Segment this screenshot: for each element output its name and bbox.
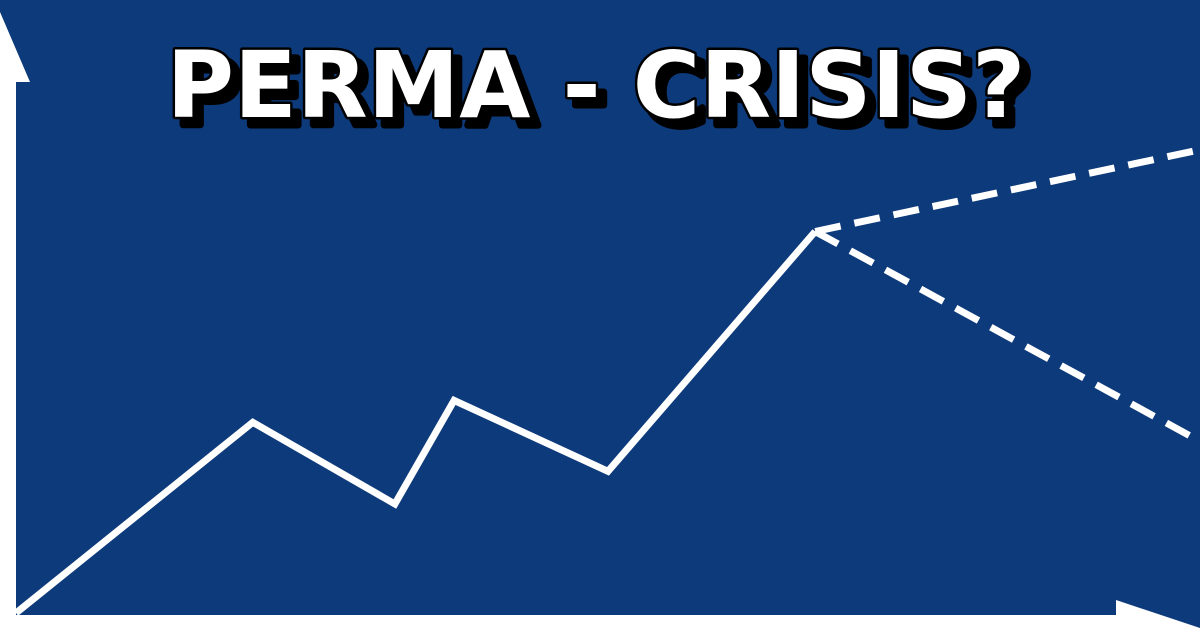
series-layer bbox=[13, 146, 1200, 616]
chart-title-group: PERMA - CRISIS? PERMA - CRISIS? bbox=[164, 30, 1037, 151]
y-axis bbox=[0, 78, 16, 628]
x-axis bbox=[0, 615, 1120, 628]
series-line-dashed-1 bbox=[814, 146, 1200, 235]
x-axis-arrowhead bbox=[1116, 600, 1200, 628]
axes bbox=[0, 12, 1200, 628]
chart-title-shadow: PERMA - CRISIS? bbox=[175, 40, 1034, 147]
y-axis-arrowhead bbox=[0, 12, 30, 82]
series-line-solid bbox=[13, 229, 818, 616]
chart-title: PERMA - CRISIS? bbox=[167, 32, 1026, 139]
series-line-dashed-2 bbox=[813, 228, 1200, 445]
